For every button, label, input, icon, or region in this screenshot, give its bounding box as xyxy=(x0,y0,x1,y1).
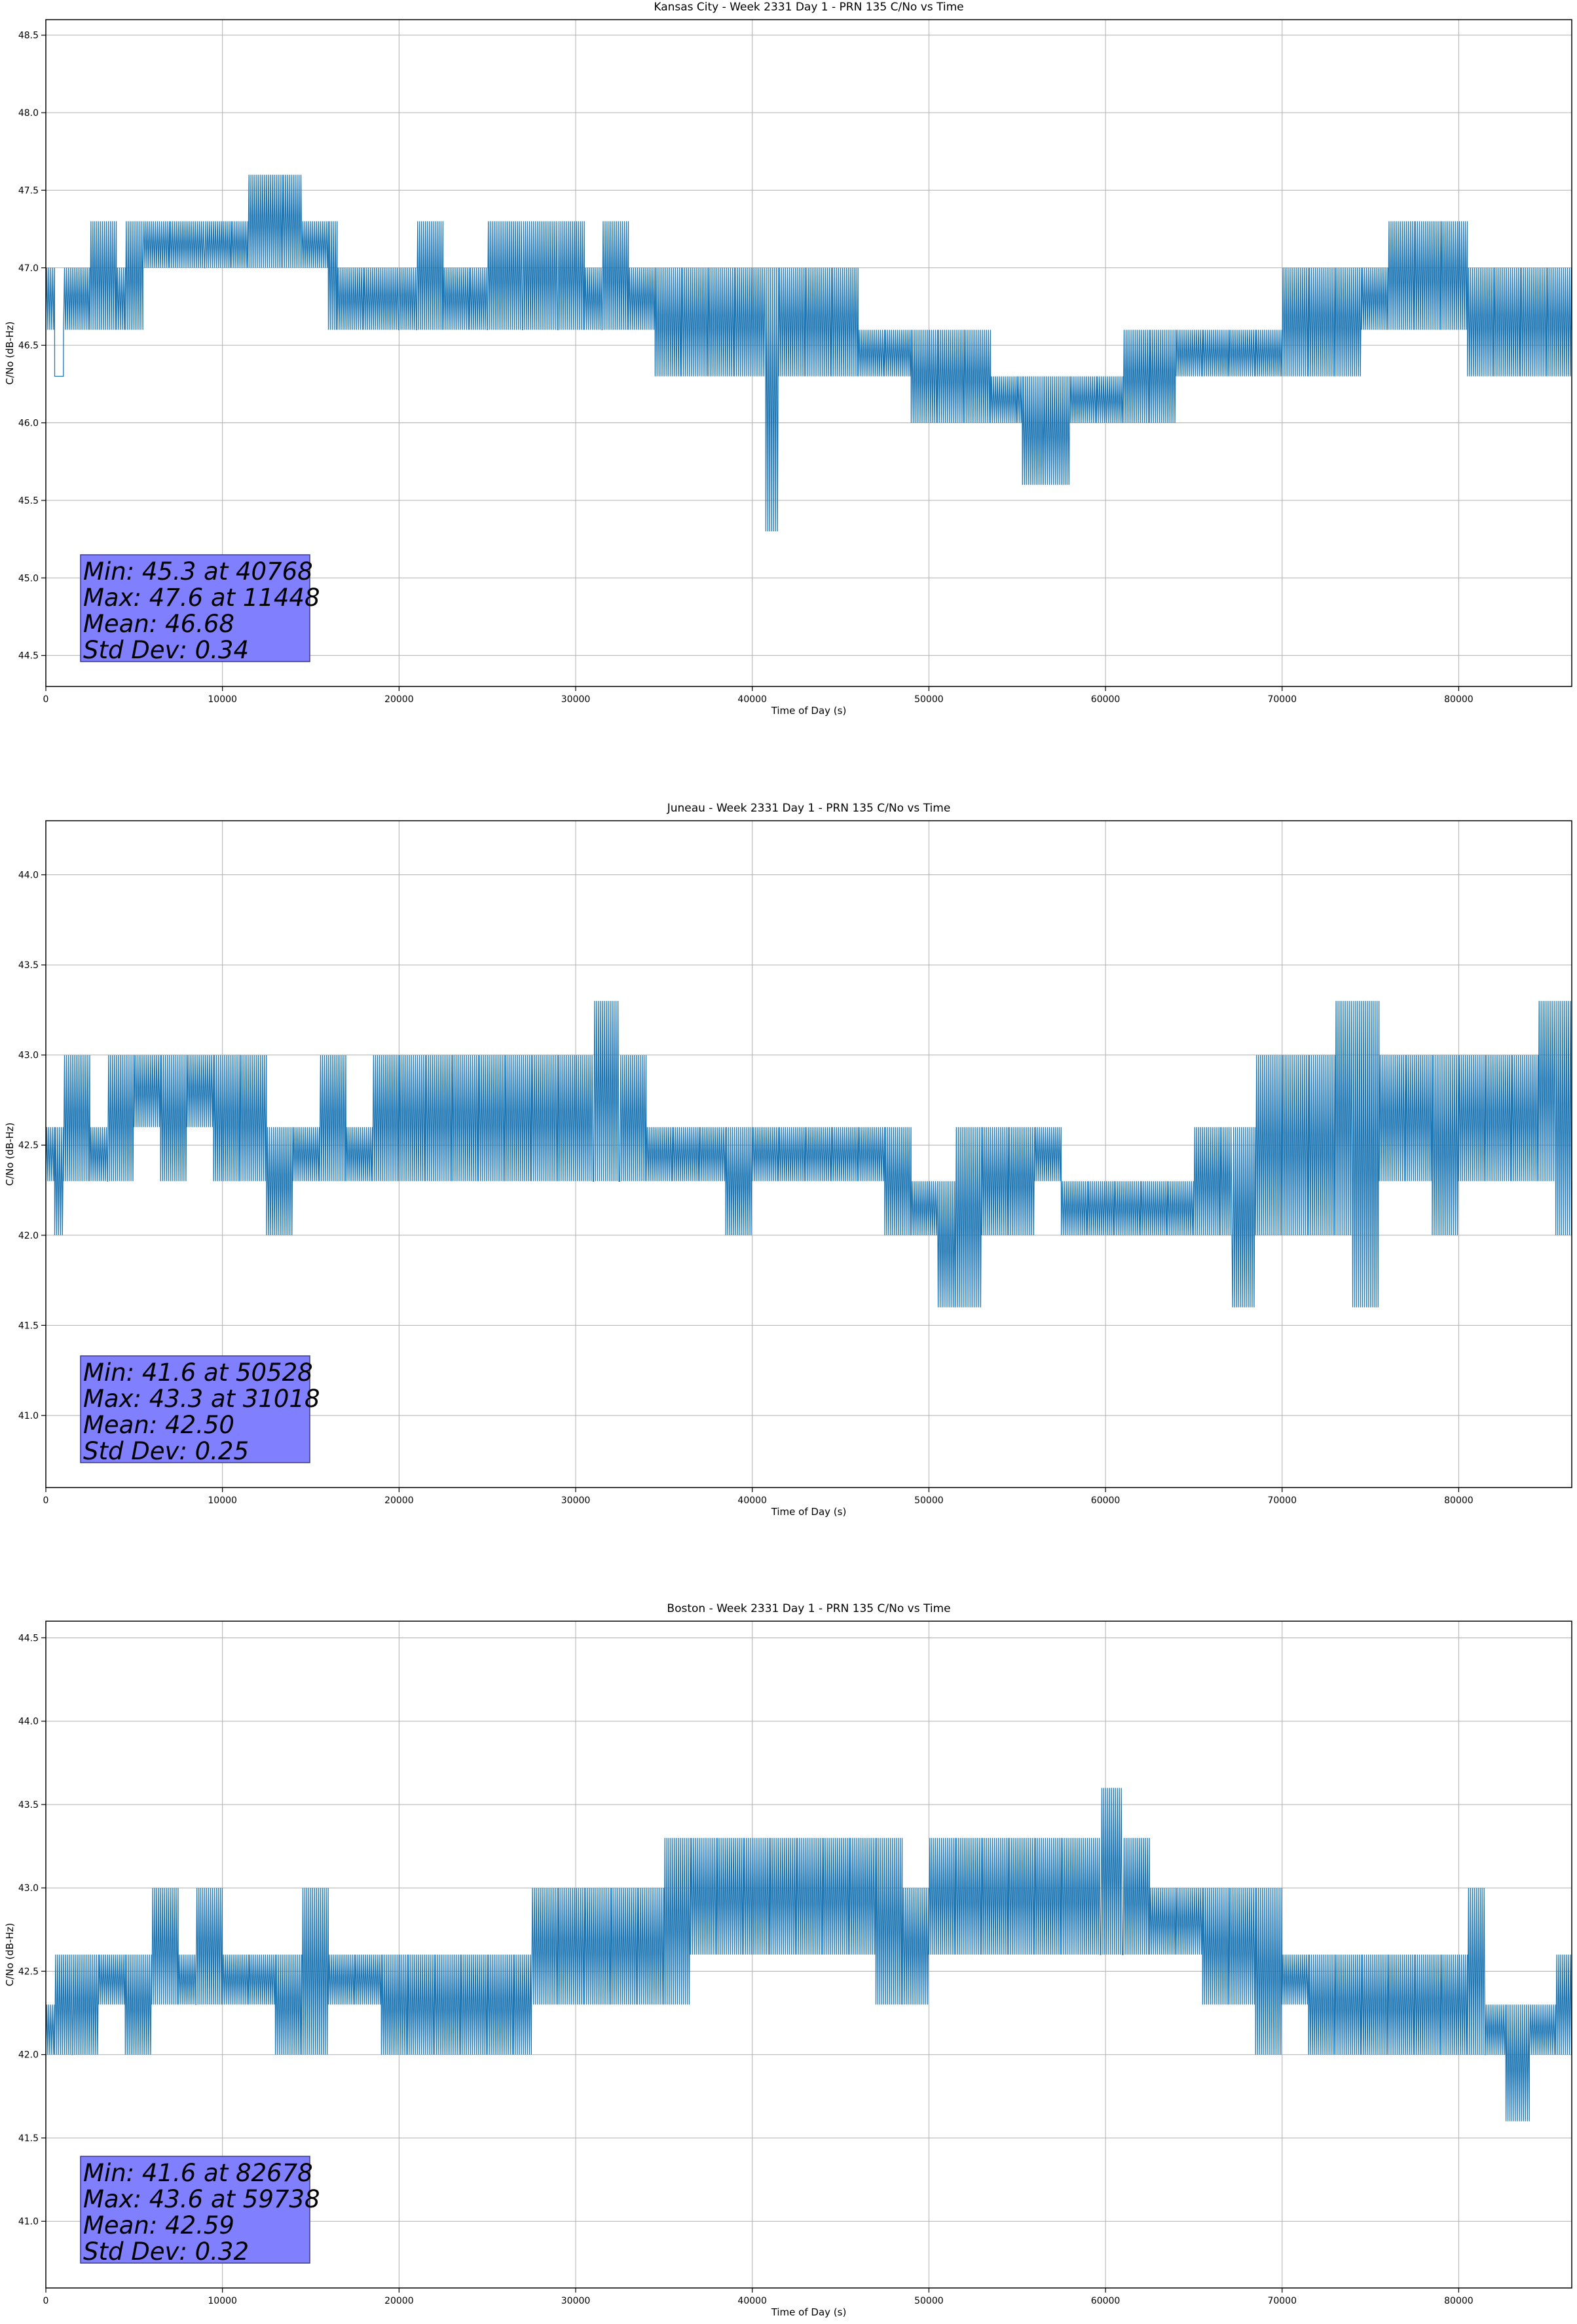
series-cno xyxy=(45,1788,1572,2122)
chart-panel-juneau: 0 10000 20000 30000 40000 50000 60000 70000 8000… xyxy=(4,802,1572,1518)
stats-box-background xyxy=(80,1355,310,1463)
x-tick-label: 60000 xyxy=(1091,694,1121,705)
x-tick-label: 80000 xyxy=(1444,1495,1474,1506)
axes-frame xyxy=(45,1621,1572,2289)
y-tick-label: 41.5 xyxy=(18,2133,39,2144)
chart-panel-boston: 0 10000 20000 30000 40000 50000 60000 70000 8000… xyxy=(4,1602,1572,2318)
y-tick-label: 41.0 xyxy=(18,2217,39,2227)
y-axis-ticks: 44.5 45.0 45.5 46.0 46.5 47.0 47.5 48.0 48.5 xyxy=(18,31,46,662)
x-axis-ticks: 0 10000 20000 30000 40000 50000 60000 70000 8000… xyxy=(43,1488,1474,1506)
stats-mean: Mean: 42.50 xyxy=(83,1411,234,1439)
y-tick-label: 43.5 xyxy=(18,1800,39,1810)
stats-mean: Mean: 42.59 xyxy=(83,2211,234,2240)
y-tick-label: 42.5 xyxy=(18,1966,39,1977)
stats-mean: Mean: 46.68 xyxy=(83,610,234,638)
x-axis-ticks: 0 10000 20000 30000 40000 50000 60000 70000 8000… xyxy=(43,2288,1474,2306)
x-tick-label: 30000 xyxy=(561,2296,591,2306)
y-tick-label: 43.0 xyxy=(18,1051,39,1061)
x-tick-label: 50000 xyxy=(914,1495,944,1506)
y-tick-label: 41.0 xyxy=(18,1411,39,1421)
x-tick-label: 0 xyxy=(43,2296,49,2306)
chart-panel-kansas-city: 0 10000 20000 30000 40000 50000 60000 70000 8000… xyxy=(4,1,1572,717)
stats-min: Min: 41.6 at 50528 xyxy=(83,1359,313,1387)
x-tick-label: 10000 xyxy=(208,694,237,705)
stats-std-dev: Std Dev: 0.25 xyxy=(83,1437,249,1465)
x-axis-label: Time of Day (s) xyxy=(771,1506,847,1518)
y-tick-label: 42.5 xyxy=(18,1140,39,1151)
y-axis-label: C/No (dB-Hz) xyxy=(4,322,16,385)
y-tick-label: 48.0 xyxy=(18,108,39,119)
y-tick-label: 41.5 xyxy=(18,1321,39,1331)
y-tick-label: 44.5 xyxy=(18,1633,39,1643)
x-tick-label: 50000 xyxy=(914,2296,944,2306)
x-axis-label: Time of Day (s) xyxy=(771,2306,847,2318)
y-tick-label: 48.5 xyxy=(18,31,39,41)
x-tick-label: 50000 xyxy=(914,694,944,705)
chart-title: Boston - Week 2331 Day 1 - PRN 135 C/No … xyxy=(667,1602,950,1615)
x-tick-label: 0 xyxy=(43,1495,49,1506)
x-tick-label: 40000 xyxy=(737,694,767,705)
stats-box: Min: 41.6 at 50528 Max: 43.3 at 31018 Me… xyxy=(80,1355,320,1465)
x-tick-label: 20000 xyxy=(384,1495,414,1506)
x-tick-label: 70000 xyxy=(1267,694,1297,705)
stats-std-dev: Std Dev: 0.34 xyxy=(83,636,249,664)
x-tick-label: 70000 xyxy=(1267,1495,1297,1506)
chart-title: Kansas City - Week 2331 Day 1 - PRN 135 … xyxy=(654,1,963,14)
y-tick-label: 45.5 xyxy=(18,496,39,506)
y-tick-label: 43.5 xyxy=(18,960,39,971)
x-tick-label: 60000 xyxy=(1091,2296,1121,2306)
y-axis-ticks: 41.0 41.5 42.0 42.5 43.0 43.5 44.0 44.5 xyxy=(18,1633,46,2227)
x-tick-label: 30000 xyxy=(561,1495,591,1506)
y-tick-label: 46.5 xyxy=(18,341,39,351)
y-tick-label: 46.0 xyxy=(18,419,39,429)
stats-max: Max: 47.6 at 11448 xyxy=(83,584,320,612)
stats-box-background xyxy=(80,554,310,662)
y-tick-label: 44.5 xyxy=(18,651,39,662)
y-axis-label: C/No (dB-Hz) xyxy=(4,1123,16,1186)
series-cno xyxy=(45,174,1572,532)
x-tick-label: 80000 xyxy=(1444,694,1474,705)
y-axis-label: C/No (dB-Hz) xyxy=(4,1923,16,1987)
y-tick-label: 42.0 xyxy=(18,2050,39,2061)
x-tick-label: 20000 xyxy=(384,2296,414,2306)
series-line xyxy=(45,174,1572,532)
series-cno xyxy=(45,1001,1572,1307)
x-tick-label: 10000 xyxy=(208,1495,237,1506)
chart-title: Juneau - Week 2331 Day 1 - PRN 135 C/No … xyxy=(667,802,951,815)
y-tick-label: 44.0 xyxy=(18,1717,39,1727)
x-tick-label: 80000 xyxy=(1444,2296,1474,2306)
x-tick-label: 70000 xyxy=(1267,2296,1297,2306)
stats-box: Min: 45.3 at 40768 Max: 47.6 at 11448 Me… xyxy=(80,554,320,664)
axes-frame xyxy=(45,19,1572,687)
x-tick-label: 40000 xyxy=(737,1495,767,1506)
x-axis-label: Time of Day (s) xyxy=(771,705,847,717)
stats-min: Min: 41.6 at 82678 xyxy=(83,2159,313,2187)
x-tick-label: 40000 xyxy=(737,2296,767,2306)
stats-max: Max: 43.3 at 31018 xyxy=(83,1385,320,1413)
axes-frame xyxy=(45,820,1572,1488)
y-tick-label: 44.0 xyxy=(18,871,39,881)
x-tick-label: 30000 xyxy=(561,694,591,705)
series-line xyxy=(45,1788,1572,2122)
x-tick-label: 20000 xyxy=(384,694,414,705)
x-axis-ticks: 0 10000 20000 30000 40000 50000 60000 70000 8000… xyxy=(43,686,1474,705)
y-tick-label: 45.0 xyxy=(18,573,39,584)
stats-min: Min: 45.3 at 40768 xyxy=(83,557,313,586)
x-tick-label: 0 xyxy=(43,694,49,705)
stats-std-dev: Std Dev: 0.32 xyxy=(83,2238,249,2266)
series-line xyxy=(45,1001,1572,1307)
x-tick-label: 60000 xyxy=(1091,1495,1121,1506)
y-axis-ticks: 41.0 41.5 42.0 42.5 43.0 43.5 44.0 xyxy=(18,871,46,1421)
stats-box: Min: 41.6 at 82678 Max: 43.6 at 59738 Me… xyxy=(80,2156,320,2266)
y-tick-label: 42.0 xyxy=(18,1231,39,1241)
stats-max: Max: 43.6 at 59738 xyxy=(83,2185,320,2213)
stats-box-background xyxy=(80,2156,310,2264)
y-tick-label: 47.0 xyxy=(18,263,39,274)
y-tick-label: 43.0 xyxy=(18,1883,39,1894)
x-tick-label: 10000 xyxy=(208,2296,237,2306)
y-tick-label: 47.5 xyxy=(18,185,39,196)
